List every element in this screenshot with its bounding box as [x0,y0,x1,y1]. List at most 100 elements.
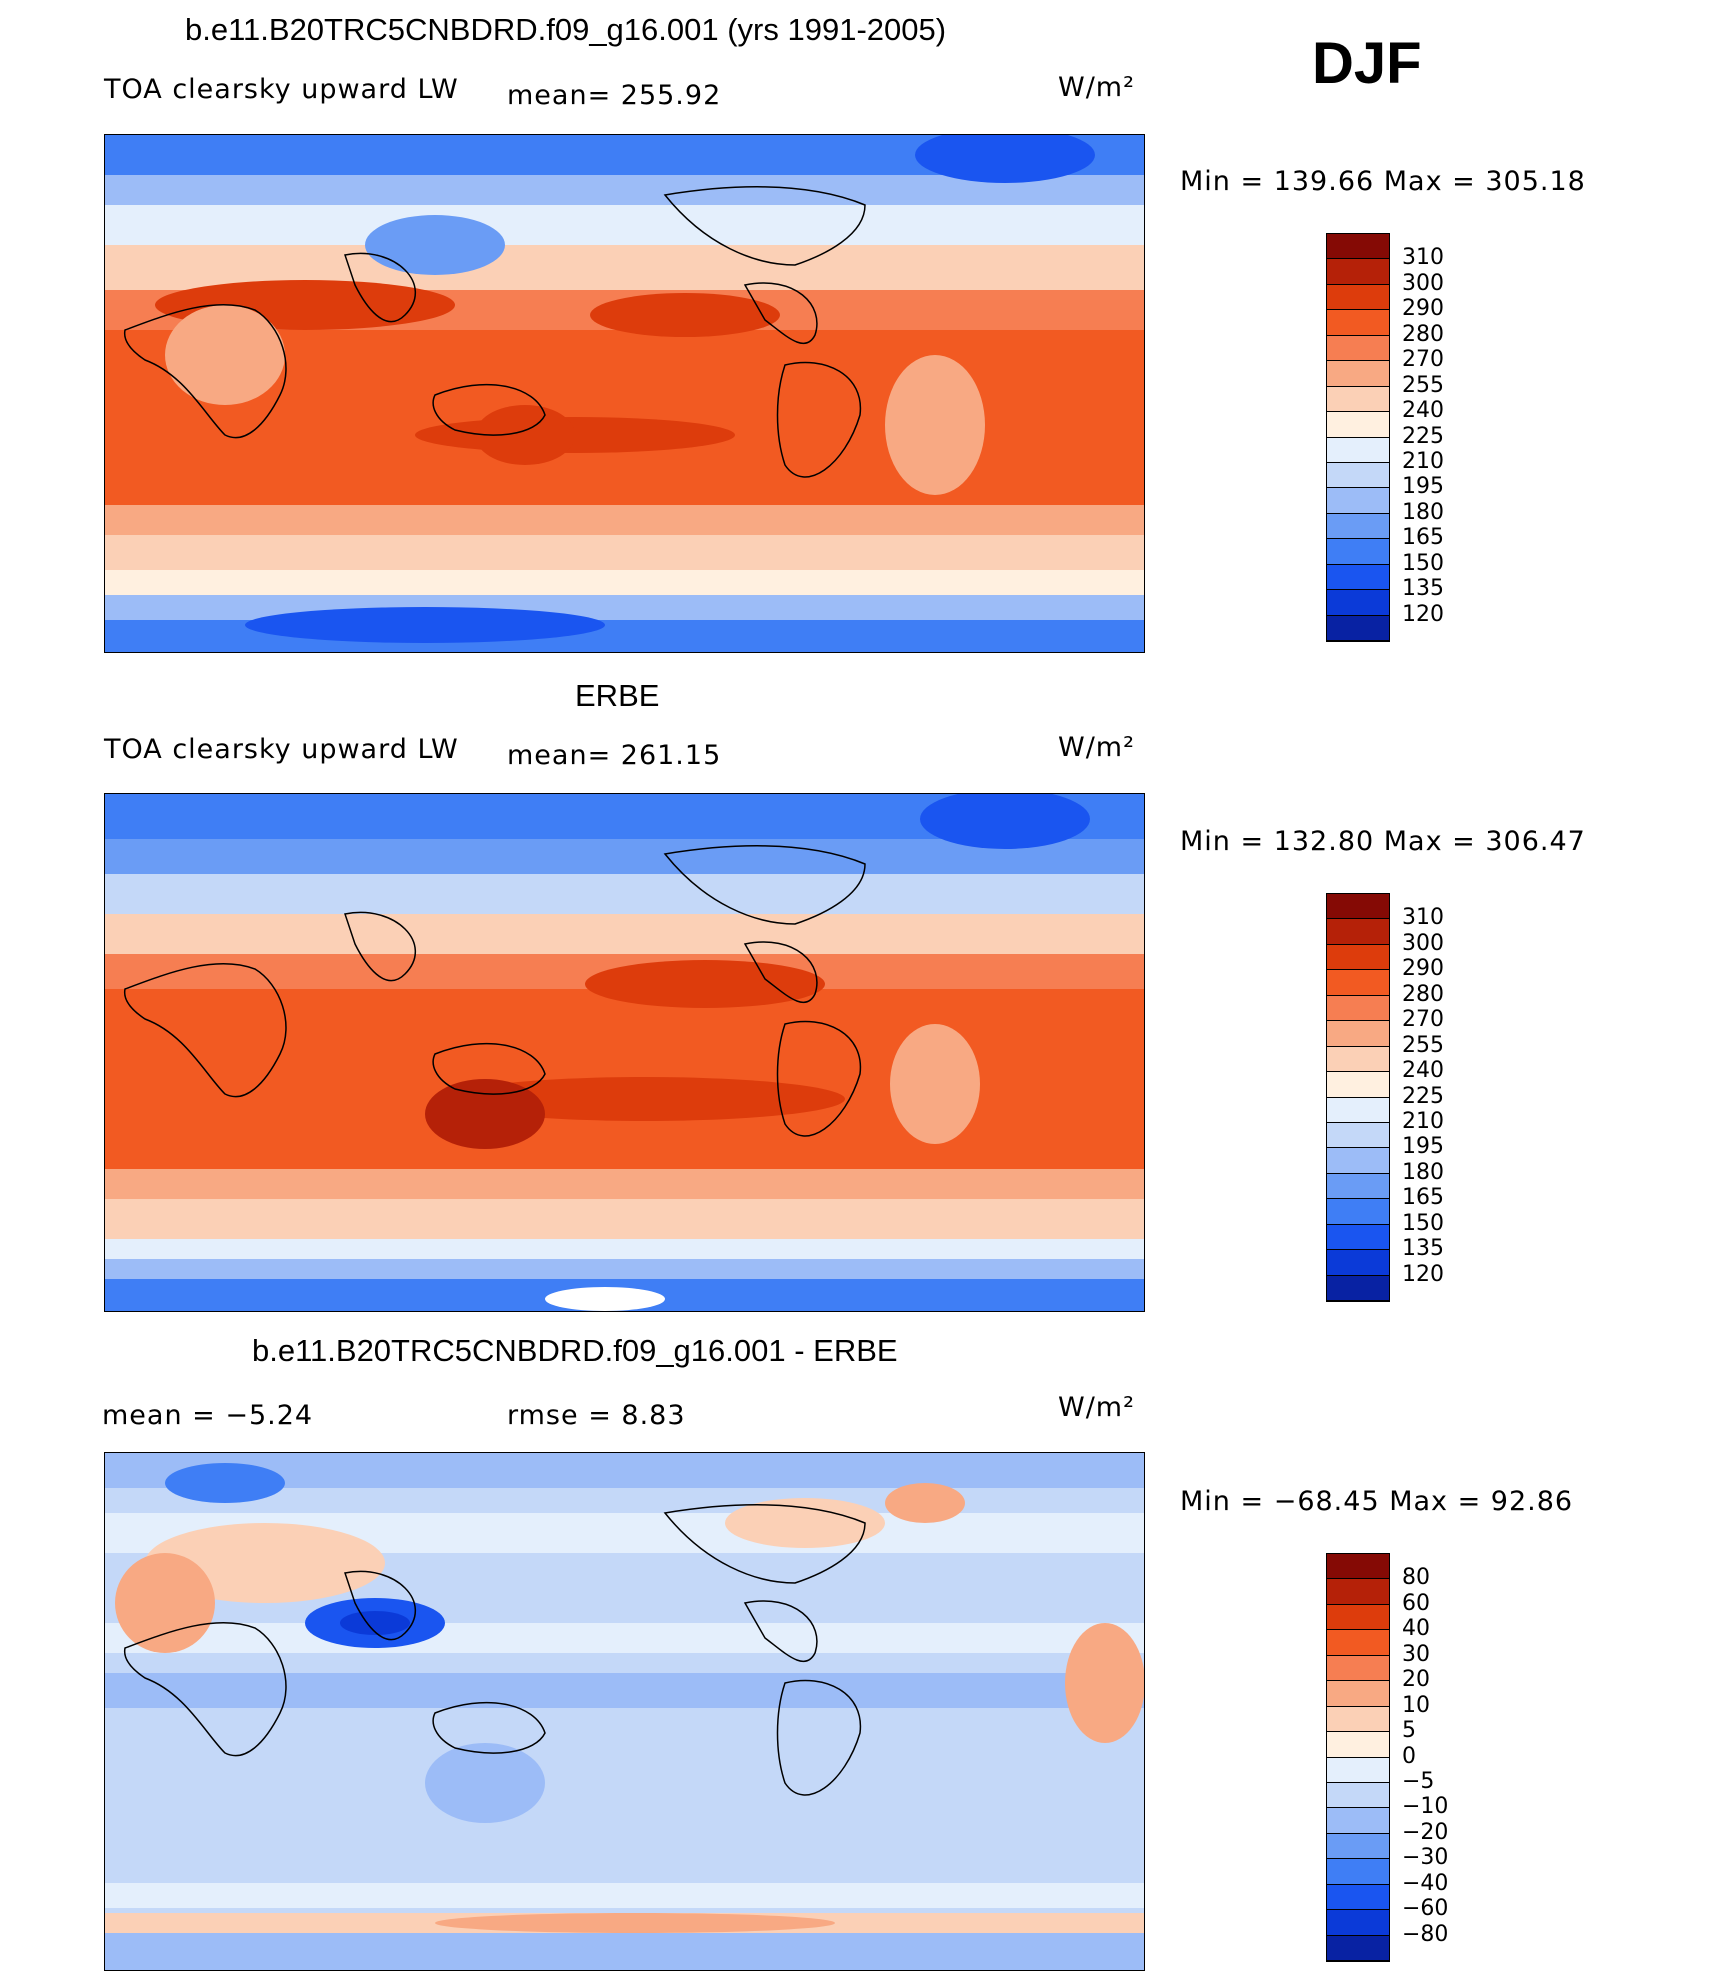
colorbar-tick-label: 135 [1402,576,1444,602]
panel-3-mean-label: mean = −5.24 [102,1400,314,1431]
season-label: DJF [1312,31,1422,96]
colorbar-swatch [1327,1199,1389,1225]
panel-2-title: ERBE [575,678,660,713]
panel-2-map [104,793,1145,1312]
colorbar-swatch [1327,1275,1389,1301]
colorbar-swatch [1327,1122,1389,1149]
colorbar-tick-label: −80 [1402,1921,1449,1947]
colorbar-tick-label: 0 [1402,1743,1416,1769]
colorbar-swatch [1327,1757,1389,1783]
colorbar-swatch [1327,970,1389,996]
colorbar-tick-label: 195 [1402,1134,1444,1160]
colorbar-tick-label: 240 [1402,1058,1444,1084]
colorbar-swatch [1327,1935,1389,1961]
colorbar-swatch [1327,437,1389,463]
colorbar-tick-label: 255 [1402,1032,1444,1058]
colorbar-swatch [1327,259,1389,285]
colorbar-swatch [1327,944,1389,971]
colorbar-tick-label: 195 [1402,474,1444,500]
colorbar-tick-label: −30 [1402,1845,1449,1871]
colorbar-swatch [1327,234,1389,260]
panel-3-field [105,1453,1144,1970]
colorbar-tick-label: 120 [1402,601,1444,627]
colorbar-swatch [1327,1173,1389,1200]
colorbar-swatch [1327,361,1389,387]
panel-2-variable-label: TOA clearsky upward LW [104,734,459,765]
panel-1-colorbar [1326,233,1390,642]
colorbar-swatch [1327,1604,1389,1631]
colorbar-tick-label: 290 [1402,956,1444,982]
panel-1-minmax: Min = 139.66 Max = 305.18 [1180,166,1586,197]
colorbar-tick-label: 180 [1402,1159,1444,1185]
colorbar-swatch [1327,1808,1389,1834]
colorbar-tick-label: 5 [1402,1718,1416,1744]
panel-1-mean-label: mean= 255.92 [507,80,722,111]
colorbar-swatch [1327,310,1389,336]
colorbar-swatch [1327,412,1389,438]
colorbar-swatch [1327,386,1389,413]
colorbar-tick-label: 300 [1402,270,1444,296]
panel-1-units: W/m² [1058,72,1135,103]
panel-1-field [105,135,1144,652]
colorbar-tick-label: 165 [1402,1185,1444,1211]
colorbar-swatch [1327,1072,1389,1098]
colorbar-tick-label: 310 [1402,245,1444,271]
colorbar-tick-label: 280 [1402,321,1444,347]
panel-3-colorbar [1326,1553,1390,1962]
panel-2-colorbar [1326,893,1390,1302]
colorbar-swatch [1327,513,1389,540]
colorbar-swatch [1327,919,1389,945]
panel-3-units: W/m² [1058,1392,1135,1423]
colorbar-swatch [1327,335,1389,362]
colorbar-swatch [1327,1859,1389,1885]
colorbar-tick-label: 210 [1402,448,1444,474]
panel-3-rmse-label: rmse = 8.83 [507,1400,686,1431]
panel-2-field [105,794,1144,1311]
colorbar-tick-label: 300 [1402,930,1444,956]
colorbar-tick-label: 225 [1402,1083,1444,1109]
colorbar-tick-label: 120 [1402,1261,1444,1287]
colorbar-swatch [1327,539,1389,565]
panel-3-minmax: Min = −68.45 Max = 92.86 [1180,1486,1574,1517]
colorbar-swatch [1327,1148,1389,1174]
panel-3-title: b.e11.B20TRC5CNBDRD.f09_g16.001 - ERBE [252,1333,898,1368]
colorbar-swatch [1327,1630,1389,1656]
colorbar-tick-label: −40 [1402,1870,1449,1896]
panel-1-title: b.e11.B20TRC5CNBDRD.f09_g16.001 (yrs 199… [185,12,947,47]
colorbar-tick-label: 310 [1402,905,1444,931]
colorbar-swatch [1327,1833,1389,1860]
colorbar-tick-label: 135 [1402,1236,1444,1262]
colorbar-swatch [1327,590,1389,616]
colorbar-tick-label: −20 [1402,1819,1449,1845]
colorbar-swatch [1327,1655,1389,1682]
colorbar-swatch [1327,1732,1389,1758]
colorbar-swatch [1327,1706,1389,1733]
colorbar-swatch [1327,1884,1389,1911]
colorbar-swatch [1327,1224,1389,1251]
colorbar-tick-label: 225 [1402,423,1444,449]
colorbar-tick-label: −5 [1402,1768,1435,1794]
colorbar-swatch [1327,1097,1389,1123]
colorbar-tick-label: 10 [1402,1692,1430,1718]
panel-2-minmax: Min = 132.80 Max = 306.47 [1180,826,1586,857]
colorbar-swatch [1327,488,1389,514]
colorbar-swatch [1327,894,1389,920]
colorbar-swatch [1327,615,1389,641]
colorbar-swatch [1327,1554,1389,1580]
colorbar-tick-label: 270 [1402,1007,1444,1033]
colorbar-tick-label: 150 [1402,1210,1444,1236]
colorbar-swatch [1327,1782,1389,1809]
colorbar-swatch [1327,564,1389,591]
colorbar-tick-label: 240 [1402,398,1444,424]
colorbar-swatch [1327,1681,1389,1707]
colorbar-swatch [1327,1579,1389,1605]
colorbar-tick-label: 180 [1402,499,1444,525]
colorbar-swatch [1327,995,1389,1022]
colorbar-swatch [1327,462,1389,489]
colorbar-tick-label: 20 [1402,1667,1430,1693]
colorbar-tick-label: 40 [1402,1616,1430,1642]
colorbar-swatch [1327,1046,1389,1073]
colorbar-tick-label: 280 [1402,981,1444,1007]
colorbar-tick-label: 60 [1402,1590,1430,1616]
colorbar-swatch [1327,1250,1389,1276]
